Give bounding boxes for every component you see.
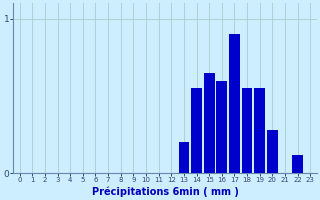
Bar	[229, 34, 240, 173]
Bar	[254, 88, 265, 173]
Bar	[191, 88, 202, 173]
Bar	[204, 73, 214, 173]
Bar	[292, 155, 303, 173]
X-axis label: Précipitations 6min ( mm ): Précipitations 6min ( mm )	[92, 186, 238, 197]
Bar	[179, 142, 189, 173]
Bar	[216, 81, 227, 173]
Bar	[267, 130, 278, 173]
Bar	[242, 88, 252, 173]
